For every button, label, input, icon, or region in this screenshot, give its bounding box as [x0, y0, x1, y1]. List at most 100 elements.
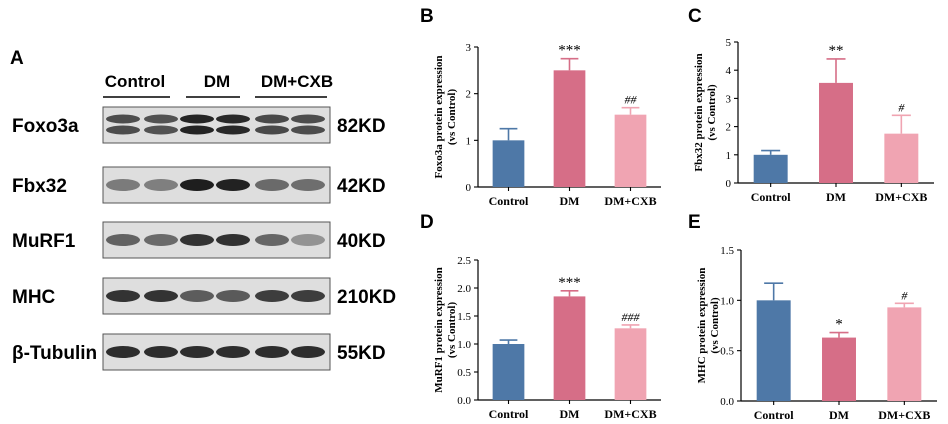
y-tick-label: 5 — [726, 37, 732, 49]
chart-E: E 0.0 0.5 1.0 1.5 MHC protein expression(vs C… — [688, 212, 937, 422]
blot-row: Foxo3a 82KD — [12, 106, 386, 144]
blot-band — [216, 179, 250, 191]
blot-band — [144, 234, 178, 246]
blot-protein-label: Foxo3a — [12, 116, 79, 137]
blot-band — [106, 114, 140, 124]
significance-label: * — [835, 317, 843, 333]
blot-band — [291, 290, 325, 302]
blot-strip — [102, 106, 331, 144]
significance-label: *** — [558, 275, 581, 291]
x-tick-label: DM — [829, 408, 849, 422]
blot-band — [106, 179, 140, 191]
blot-band — [216, 234, 250, 246]
y-tick-label: 1.0 — [457, 339, 471, 351]
blot-band — [255, 346, 289, 358]
blot-kd-label: 42KD — [337, 176, 386, 197]
y-tick-label: 1 — [726, 150, 732, 162]
blot-band — [291, 179, 325, 191]
blot-band — [216, 290, 250, 302]
x-tick-label: DM+CXB — [604, 407, 656, 421]
blot-group-label: DM — [204, 72, 230, 91]
significance-label: # — [898, 100, 905, 114]
y-tick-label: 0.0 — [720, 396, 734, 408]
y-tick-label: 1.5 — [720, 245, 734, 257]
blot-row: Fbx32 42KD — [12, 166, 386, 204]
y-tick-label: 3 — [726, 93, 732, 105]
bar — [553, 296, 586, 400]
x-tick-label: DM+CXB — [878, 408, 930, 422]
significance-label: ## — [625, 93, 638, 107]
blot-band — [291, 234, 325, 246]
x-tick-label: DM+CXB — [875, 190, 927, 204]
bar — [614, 114, 647, 187]
y-axis-label-line: (vs Control) — [709, 297, 721, 354]
blot-band — [106, 125, 140, 135]
y-axis-label-line: MHC protein expression — [696, 268, 708, 384]
blot-band — [144, 346, 178, 358]
y-tick-label: 4 — [726, 65, 732, 77]
blot-band — [144, 125, 178, 135]
y-tick-label: 0.5 — [457, 367, 471, 379]
significance-label: ** — [829, 43, 844, 59]
blot-band — [106, 346, 140, 358]
chart-C: C 0 1 2 3 4 5 Fbx32 protein expression(vs Contr… — [688, 6, 934, 204]
blot-band — [144, 114, 178, 124]
blot-row: MHC 210KD — [12, 277, 396, 315]
blot-band — [180, 290, 214, 302]
blot-band — [180, 114, 214, 124]
blot-band — [255, 125, 289, 135]
significance-label: # — [901, 288, 908, 302]
y-tick-label: 0 — [726, 178, 732, 190]
x-tick-label: DM — [826, 190, 846, 204]
y-axis-label-line: (vs Control) — [446, 89, 458, 146]
y-axis-label-line: MuRF1 protein expression — [433, 267, 445, 393]
blot-kd-label: 40KD — [337, 231, 386, 252]
blot-band — [144, 290, 178, 302]
bar — [753, 154, 788, 183]
y-axis-label: Foxo3a protein expression(vs Control) — [433, 55, 458, 178]
y-tick-label: 0.0 — [457, 395, 471, 407]
blot-protein-label: MHC — [12, 287, 56, 308]
blot-band — [180, 125, 214, 135]
blot-protein-label: β-Tubulin — [12, 343, 97, 364]
blot-group-label: DM+CXB — [261, 72, 333, 91]
y-tick-label: 2.0 — [457, 283, 471, 295]
blot-band — [106, 234, 140, 246]
x-tick-label: DM+CXB — [604, 194, 656, 208]
x-tick-label: Control — [751, 190, 791, 204]
blot-band — [106, 290, 140, 302]
y-tick-label: 2 — [726, 122, 732, 134]
y-axis-label-line: Foxo3a protein expression — [433, 55, 445, 178]
x-tick-label: Control — [489, 194, 529, 208]
y-axis-label: MuRF1 protein expression(vs Control) — [433, 267, 458, 393]
panel-letter: D — [420, 212, 434, 233]
blot-kd-label: 210KD — [337, 287, 396, 308]
blot-band — [216, 114, 250, 124]
blot-protein-label: Fbx32 — [12, 176, 67, 197]
blot-band — [291, 114, 325, 124]
blot-band — [255, 234, 289, 246]
y-tick-label: 3 — [466, 42, 472, 54]
y-axis-label: MHC protein expression(vs Control) — [696, 268, 721, 384]
bar — [887, 307, 922, 401]
blot-band — [255, 114, 289, 124]
bar — [884, 133, 919, 183]
y-tick-label: 0 — [466, 182, 472, 194]
significance-label: *** — [558, 43, 581, 59]
blot-band — [180, 346, 214, 358]
y-axis-label-line: (vs Control) — [706, 84, 718, 141]
bar — [492, 140, 525, 187]
x-tick-label: Control — [489, 407, 529, 421]
bar — [819, 82, 853, 183]
x-tick-label: Control — [754, 408, 794, 422]
blot-band — [255, 290, 289, 302]
blot-row: MuRF1 40KD — [12, 221, 386, 259]
blot-band — [216, 346, 250, 358]
y-tick-label: 2 — [466, 89, 472, 101]
x-tick-label: DM — [560, 407, 580, 421]
x-tick-label: DM — [560, 194, 580, 208]
blot-protein-label: MuRF1 — [12, 231, 76, 252]
chart-B: B 0 1 2 3 Foxo3a protein expression(vs Contro… — [420, 6, 661, 208]
